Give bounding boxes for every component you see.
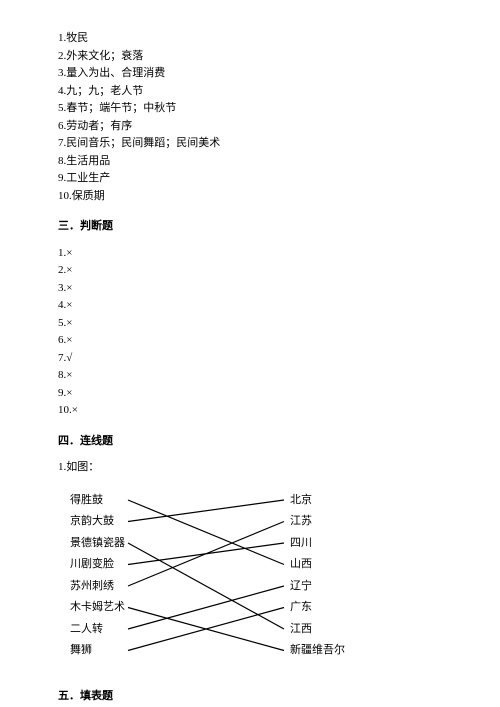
left-item-1: 京韵大鼓 — [70, 511, 125, 533]
right-item-1: 江苏 — [290, 511, 345, 533]
matching-diagram: 得胜鼓 京韵大鼓 景德镇瓷器 川剧变脸 苏州刺绣 木卡姆艺术 二人转 舞狮 北京… — [70, 490, 350, 662]
judge-8: 8.× — [58, 367, 442, 384]
judge-5: 5.× — [58, 315, 442, 332]
judge-answers: 1.× 2.× 3.× 4.× 5.× 6.× 7.√ 8.× 9.× 10.× — [58, 245, 442, 419]
left-item-7: 舞狮 — [70, 640, 125, 662]
answer-4: 4.九；九；老人节 — [58, 83, 442, 100]
judge-6: 6.× — [58, 332, 442, 349]
judge-7: 7.√ — [58, 350, 442, 367]
left-item-5: 木卡姆艺术 — [70, 597, 125, 619]
section-3-title: 三．判断题 — [58, 218, 442, 235]
matching-prompt: 1.如图： — [58, 459, 442, 476]
left-item-6: 二人转 — [70, 619, 125, 641]
answer-5: 5.春节；端午节；中秋节 — [58, 100, 442, 117]
left-item-2: 景德镇瓷器 — [70, 533, 125, 555]
answer-6: 6.劳动者；有序 — [58, 118, 442, 135]
answer-2: 2.外来文化；衰落 — [58, 48, 442, 65]
judge-2: 2.× — [58, 262, 442, 279]
judge-9: 9.× — [58, 385, 442, 402]
right-item-5: 广东 — [290, 597, 345, 619]
left-item-4: 苏州刺绣 — [70, 576, 125, 598]
section-5-title: 五．填表题 — [58, 688, 442, 705]
judge-1: 1.× — [58, 245, 442, 262]
right-item-0: 北京 — [290, 490, 345, 512]
answer-8: 8.生活用品 — [58, 153, 442, 170]
left-item-0: 得胜鼓 — [70, 490, 125, 512]
fill-blank-answers: 1.牧民 2.外来文化；衰落 3.量入为出、合理消费 4.九；九；老人节 5.春… — [58, 30, 442, 204]
judge-10: 10.× — [58, 402, 442, 419]
right-item-4: 辽宁 — [290, 576, 345, 598]
matching-left-column: 得胜鼓 京韵大鼓 景德镇瓷器 川剧变脸 苏州刺绣 木卡姆艺术 二人转 舞狮 — [70, 490, 125, 662]
right-item-7: 新疆维吾尔 — [290, 640, 345, 662]
answer-7: 7.民间音乐；民间舞蹈；民间美术 — [58, 135, 442, 152]
answer-9: 9.工业生产 — [58, 170, 442, 187]
judge-3: 3.× — [58, 280, 442, 297]
section-4-title: 四．连线题 — [58, 433, 442, 450]
answer-3: 3.量入为出、合理消费 — [58, 65, 442, 82]
right-item-6: 江西 — [290, 619, 345, 641]
left-item-3: 川剧变脸 — [70, 554, 125, 576]
answer-10: 10.保质期 — [58, 188, 442, 205]
right-item-3: 山西 — [290, 554, 345, 576]
judge-4: 4.× — [58, 297, 442, 314]
answer-1: 1.牧民 — [58, 30, 442, 47]
right-item-2: 四川 — [290, 533, 345, 555]
matching-right-column: 北京 江苏 四川 山西 辽宁 广东 江西 新疆维吾尔 — [290, 490, 345, 662]
